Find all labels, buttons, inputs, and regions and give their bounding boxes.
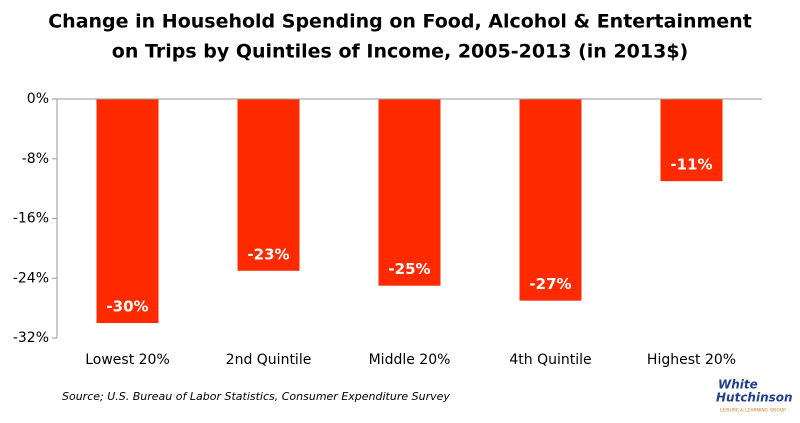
x-tick-label: 2nd Quintile <box>226 352 312 368</box>
logo-text: Hutchinson <box>716 391 793 405</box>
x-tick-label: Highest 20% <box>647 352 736 368</box>
data-label: -23% <box>247 245 289 263</box>
logo-tagline: LEISURE & LEARNING GROUP <box>720 408 786 414</box>
bar <box>378 99 441 286</box>
data-label: -11% <box>670 156 712 174</box>
x-tick-label: Middle 20% <box>369 352 451 368</box>
data-label: -30% <box>106 298 148 316</box>
y-tick-label: -16% <box>13 211 49 227</box>
bar <box>237 99 300 271</box>
y-tick-label: -8% <box>22 151 49 167</box>
data-label: -27% <box>529 275 571 293</box>
y-tick-label: 0% <box>27 91 49 107</box>
data-label: -25% <box>388 260 430 278</box>
y-tick-label: -24% <box>13 270 49 286</box>
y-tick-label: -32% <box>13 330 49 346</box>
chart-title: Change in Household Spending on Food, Al… <box>48 11 752 33</box>
source-note: Source; U.S. Bureau of Labor Statistics,… <box>62 390 450 403</box>
logo-text: White <box>718 378 758 392</box>
bar <box>96 99 159 324</box>
bar <box>660 99 723 182</box>
chart-title: on Trips by Quintiles of Income, 2005-20… <box>112 41 688 63</box>
x-tick-label: Lowest 20% <box>85 352 170 368</box>
x-tick-label: 4th Quintile <box>509 352 591 368</box>
bar <box>519 99 582 301</box>
